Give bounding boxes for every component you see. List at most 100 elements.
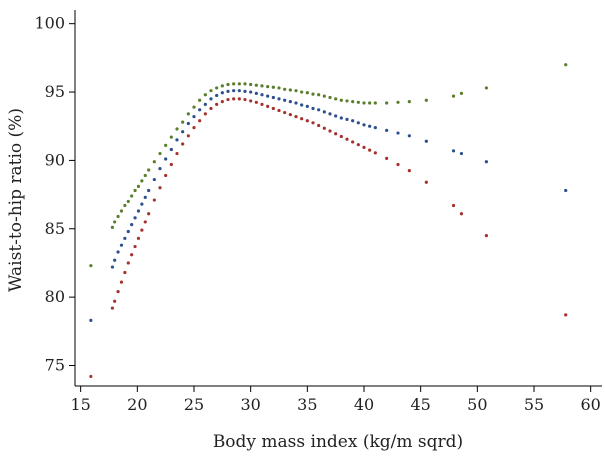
x-tick-label: 40 <box>354 395 374 414</box>
data-point <box>484 160 488 164</box>
data-point <box>209 97 213 101</box>
data-point <box>254 91 258 95</box>
data-point <box>317 93 321 97</box>
data-point <box>451 203 456 208</box>
data-point <box>164 157 168 161</box>
data-point <box>300 103 304 107</box>
data-point <box>237 97 241 101</box>
data-point <box>373 101 377 105</box>
data-point <box>484 234 488 238</box>
x-axis-title: Body mass index (kg/m sqrd) <box>213 432 463 452</box>
data-point <box>186 121 190 126</box>
data-point <box>209 106 213 111</box>
series-0 <box>89 63 568 268</box>
data-point <box>385 128 389 132</box>
data-point <box>260 93 264 97</box>
data-point <box>328 129 332 133</box>
data-point <box>283 98 287 102</box>
data-point <box>266 94 270 98</box>
data-point <box>169 162 173 167</box>
data-point <box>311 106 315 111</box>
data-point <box>339 98 343 102</box>
data-point <box>110 265 114 269</box>
data-point <box>339 116 343 120</box>
data-point <box>181 120 185 124</box>
data-point <box>203 112 207 116</box>
data-point <box>451 149 456 153</box>
data-point <box>271 85 275 89</box>
data-point <box>119 209 124 213</box>
data-point <box>459 91 464 95</box>
data-point <box>119 280 124 284</box>
data-point <box>484 86 488 90</box>
data-point <box>110 225 114 229</box>
data-point <box>305 91 309 95</box>
data-point <box>300 90 304 94</box>
data-point <box>322 126 326 130</box>
data-point <box>181 130 185 134</box>
data-point <box>113 220 117 224</box>
y-tick-label: 100 <box>34 14 65 33</box>
data-point <box>249 90 253 94</box>
data-point <box>396 100 400 104</box>
data-point <box>564 188 568 193</box>
data-point <box>362 145 366 150</box>
x-tick-label: 20 <box>127 395 147 414</box>
data-point <box>181 142 185 146</box>
data-point <box>368 101 372 105</box>
data-point <box>89 318 93 322</box>
data-point <box>152 177 156 182</box>
data-point <box>192 105 196 109</box>
data-point <box>147 168 151 172</box>
data-point <box>322 94 326 98</box>
data-point <box>215 86 219 90</box>
data-point <box>334 114 338 118</box>
data-point <box>283 110 287 115</box>
data-point <box>407 169 411 173</box>
data-point <box>288 88 292 92</box>
y-axis-title: Waist-to-hip ratio (%) <box>6 108 26 292</box>
data-point <box>226 82 230 87</box>
data-point <box>373 151 377 155</box>
data-point <box>232 89 236 93</box>
data-point <box>89 264 93 268</box>
data-point <box>339 134 343 139</box>
data-point <box>192 115 196 119</box>
data-point <box>345 137 349 141</box>
data-point <box>116 214 120 219</box>
data-point <box>140 228 144 232</box>
data-point <box>345 117 349 121</box>
data-point <box>277 97 281 101</box>
data-point <box>564 313 568 317</box>
data-point <box>260 84 264 88</box>
data-point <box>407 134 411 138</box>
data-point <box>123 236 127 240</box>
data-point <box>305 104 309 108</box>
data-point <box>271 95 275 100</box>
data-point <box>351 100 355 104</box>
data-point <box>362 123 366 127</box>
data-point <box>133 188 137 193</box>
data-point <box>164 143 168 147</box>
y-tick-label: 75 <box>45 355 65 374</box>
data-point <box>283 87 287 91</box>
data-point <box>294 115 298 119</box>
data-point <box>396 162 400 167</box>
data-point <box>116 250 120 254</box>
data-point <box>305 119 309 123</box>
y-tick-label: 80 <box>45 287 65 306</box>
x-tick-label: 25 <box>184 395 204 414</box>
data-point <box>220 100 224 104</box>
data-point <box>130 253 134 257</box>
data-point <box>169 147 173 152</box>
data-point <box>288 100 292 104</box>
data-point <box>203 93 207 97</box>
data-point <box>368 148 372 152</box>
data-point <box>277 86 281 90</box>
data-point <box>334 132 338 136</box>
y-tick-label: 85 <box>45 219 65 238</box>
data-point <box>175 151 179 156</box>
data-point <box>328 112 332 116</box>
data-point <box>226 89 230 93</box>
